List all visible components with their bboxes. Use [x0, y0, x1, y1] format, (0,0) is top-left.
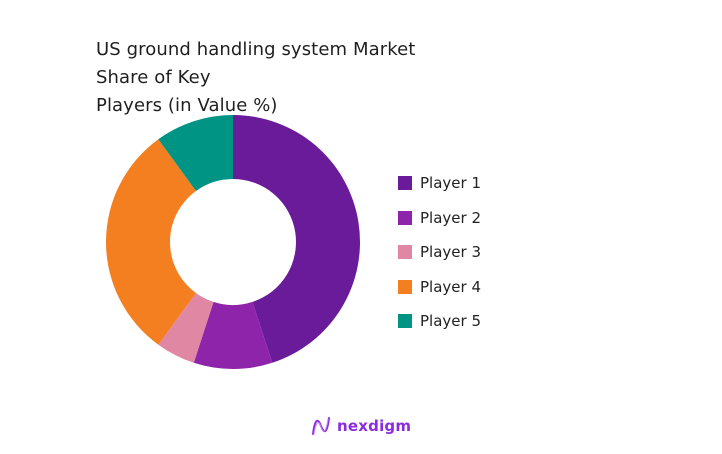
donut-slice-player-5 [158, 115, 233, 192]
chart-title-line2: Players (in Value %) [96, 95, 278, 116]
chart-title: US ground handling system Market Share o… [96, 36, 436, 120]
donut-slice-player-2 [193, 301, 273, 370]
legend-swatch-icon [398, 176, 412, 191]
legend-item-player-1: Player 1 [398, 166, 481, 201]
donut-chart [100, 110, 370, 375]
legend-item-player-5: Player 5 [398, 304, 481, 339]
legend-swatch-icon [398, 314, 412, 329]
nexdigm-wave-logo-icon [312, 417, 330, 435]
legend-swatch-icon [398, 279, 412, 294]
legend-swatch-icon [398, 210, 412, 225]
legend-item-player-3: Player 3 [398, 235, 481, 270]
chart-legend: Player 1 Player 2 Player 3 Player 4 Play… [398, 166, 481, 339]
chart-title-line1: US ground handling system Market Share o… [96, 39, 416, 88]
legend-label: Player 1 [420, 174, 481, 193]
legend-item-player-2: Player 2 [398, 201, 481, 236]
legend-label: Player 4 [420, 277, 481, 296]
legend-item-player-4: Player 4 [398, 270, 481, 305]
brand-name: nexdigm [337, 417, 412, 435]
donut-slice-player-4 [105, 139, 196, 345]
legend-swatch-icon [398, 245, 412, 260]
legend-label: Player 2 [420, 208, 481, 227]
brand-logo: nexdigm [311, 416, 411, 436]
legend-label: Player 3 [420, 243, 481, 262]
donut-slice-player-3 [158, 292, 214, 363]
donut-slice-player-1 [233, 115, 360, 363]
donut-chart-svg [105, 115, 360, 370]
legend-label: Player 5 [420, 312, 481, 331]
